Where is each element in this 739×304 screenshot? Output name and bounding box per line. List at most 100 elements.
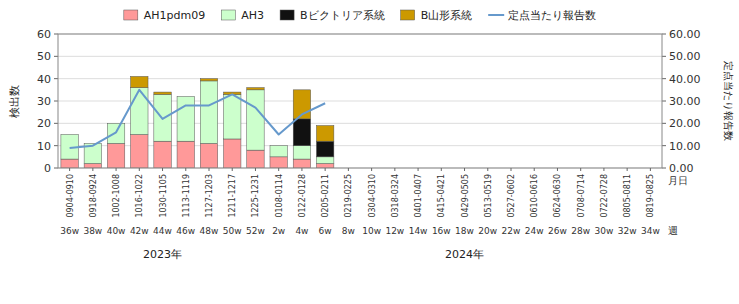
bar-segment [84, 164, 101, 168]
legend-swatch [488, 14, 504, 16]
bar-segment [131, 135, 148, 169]
week-label: 28w [571, 226, 590, 236]
week-label: 18w [455, 226, 474, 236]
x-tick [325, 168, 326, 171]
bar-segment [316, 141, 333, 157]
year-label: 2023年 [143, 248, 182, 261]
date-label: 0304-0310 [368, 174, 377, 218]
x-tick [627, 168, 628, 171]
legend-swatch [221, 10, 235, 20]
bar-segment [224, 94, 241, 139]
date-label: 0819-0825 [646, 174, 655, 218]
date-label: 1225-1231 [251, 174, 260, 218]
week-label: 12w [385, 226, 404, 236]
date-label: 0513-0519 [484, 174, 493, 218]
x-tick [92, 168, 93, 171]
x-tick [394, 168, 395, 171]
date-label: 0429-0505 [461, 174, 470, 218]
y-tick-label: 50 [37, 50, 51, 63]
y2-tick-label: 50.00 [669, 50, 701, 63]
date-row-label: 月日 [668, 175, 688, 186]
grid-line [58, 123, 662, 124]
x-tick [603, 168, 604, 171]
y2-tick-label: 40.00 [669, 73, 701, 86]
date-label: 0805-0811 [623, 174, 632, 218]
y2-tick-label: 20.00 [669, 117, 701, 130]
bar-segment [270, 145, 287, 146]
grid-line [58, 145, 662, 146]
week-label: 30w [595, 226, 614, 236]
x-tick [580, 168, 581, 171]
week-label: 34w [641, 226, 660, 236]
x-tick [255, 168, 256, 171]
y2-tick-label: 30.00 [669, 95, 701, 108]
legend-label: B山形系統 [421, 9, 473, 22]
y-tick [54, 123, 58, 124]
y-tick [54, 78, 58, 79]
y2-tick [662, 56, 666, 57]
x-tick [139, 168, 140, 171]
bar-segment [177, 96, 194, 97]
y-axis-label: 検出数 [8, 85, 21, 118]
week-label: 40w [107, 226, 126, 236]
legend-swatch [280, 10, 294, 20]
date-label: 0122-0128 [298, 174, 307, 218]
date-label: 1030-1105 [159, 174, 168, 218]
y2-tick [662, 145, 666, 146]
x-tick [185, 168, 186, 171]
week-label: 24w [525, 226, 544, 236]
date-label: 0918-0924 [89, 174, 98, 218]
bar-segment [247, 90, 264, 150]
x-tick [69, 168, 70, 171]
x-tick [301, 168, 302, 171]
bar-segment [293, 146, 310, 159]
y2-tick [662, 34, 666, 35]
bar-segment [61, 134, 78, 135]
bar-segment [131, 88, 148, 135]
y2-tick-label: 0.00 [669, 162, 694, 175]
week-label: 22w [502, 226, 521, 236]
x-tick [557, 168, 558, 171]
y2-axis-label: 定点当たり報告数 [723, 61, 734, 141]
bar-segment [293, 119, 310, 146]
week-row-label: 週 [668, 225, 678, 236]
week-label: 6w [319, 226, 332, 236]
week-label: 50w [223, 226, 242, 236]
grid-line [58, 56, 662, 57]
chart: 01020304050600.0010.0020.0030.0040.0050.… [0, 0, 739, 304]
bar-segment [200, 79, 217, 81]
week-label: 32w [618, 226, 637, 236]
y-tick-label: 20 [37, 117, 51, 130]
bar-segment [131, 76, 148, 87]
date-label: 0219-0225 [344, 174, 353, 218]
bar-segment [61, 159, 78, 168]
legend-item: AH1pdm09 [124, 9, 205, 22]
legend-label: AH3 [241, 9, 264, 22]
week-label: 10w [362, 226, 381, 236]
x-tick [209, 168, 210, 171]
plot [61, 76, 334, 168]
x-tick [487, 168, 488, 171]
y-tick-label: 60 [37, 28, 51, 41]
x-tick [650, 168, 651, 171]
week-label: 14w [409, 226, 428, 236]
legend-label: 定点当たり報告数 [508, 9, 596, 22]
date-label: 0415-0421 [437, 174, 446, 218]
bar-segment [270, 146, 287, 157]
x-tick [116, 168, 117, 171]
bar-segment [247, 150, 264, 168]
y-tick-label: 30 [37, 95, 51, 108]
x-tick [371, 168, 372, 171]
bar-segment [270, 145, 287, 146]
date-label: 0708-0714 [577, 174, 586, 218]
bar-segment [107, 143, 124, 168]
week-label: 42w [130, 226, 149, 236]
bar-segment [200, 81, 217, 144]
date-label: 1113-1119 [182, 174, 191, 218]
week-label: 20w [478, 226, 497, 236]
legend-label: AH1pdm09 [144, 9, 205, 22]
y-tick-label: 40 [37, 73, 51, 86]
bar-segment [247, 88, 264, 90]
date-label: 1211-1217 [228, 174, 237, 218]
y-tick [54, 145, 58, 146]
